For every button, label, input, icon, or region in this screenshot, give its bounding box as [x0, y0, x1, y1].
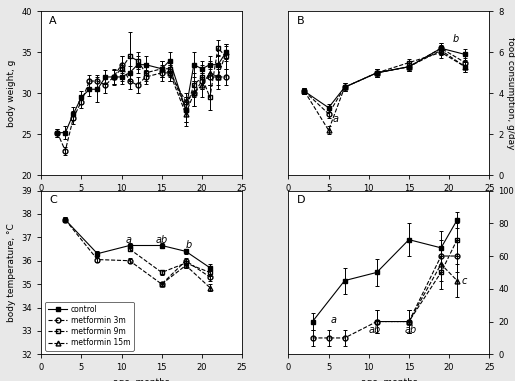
- Text: ab: ab: [369, 325, 381, 335]
- Y-axis label: body weight, g: body weight, g: [7, 60, 16, 127]
- Text: D: D: [297, 195, 305, 205]
- Text: A: A: [49, 16, 57, 26]
- X-axis label: age, months: age, months: [113, 199, 170, 208]
- Text: b: b: [186, 240, 192, 250]
- Legend: control, metformin 3m, metformin 9m, metformin 15m: control, metformin 3m, metformin 9m, met…: [45, 301, 133, 351]
- Y-axis label: body temperature, °C: body temperature, °C: [7, 223, 16, 322]
- Y-axis label: food consumption, g/day: food consumption, g/day: [506, 37, 515, 150]
- Text: c: c: [461, 276, 467, 286]
- Text: B: B: [297, 16, 304, 26]
- X-axis label: age, months: age, months: [113, 378, 170, 381]
- Text: ab: ab: [156, 235, 168, 245]
- Text: a: a: [333, 114, 338, 124]
- Text: C: C: [49, 195, 57, 205]
- Text: b: b: [453, 34, 459, 44]
- Text: a: a: [331, 315, 337, 325]
- Text: ab: ab: [405, 325, 417, 335]
- Text: a: a: [126, 235, 131, 245]
- X-axis label: age, months: age, months: [360, 199, 417, 208]
- X-axis label: age, months: age, months: [360, 378, 417, 381]
